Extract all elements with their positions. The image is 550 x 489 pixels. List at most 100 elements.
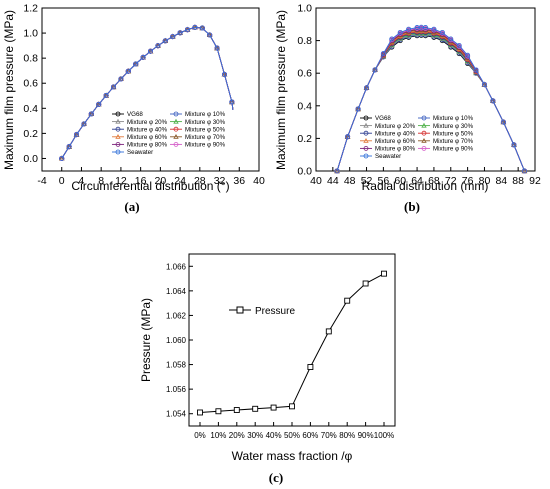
chart-c-xtick-label: 40% bbox=[266, 431, 282, 440]
chart-c-point bbox=[252, 405, 259, 412]
chart-a-caption: (a) bbox=[124, 199, 139, 214]
chart-c-xtick-label: 0% bbox=[194, 431, 206, 440]
chart-c-point bbox=[325, 328, 332, 335]
chart-a-legend-label: Mixture φ 60% bbox=[127, 134, 168, 141]
chart-b-legend-marker bbox=[421, 145, 427, 151]
chart-a-point bbox=[88, 111, 94, 117]
chart-b-legend-label: Mixture φ 30% bbox=[433, 123, 474, 130]
chart-b-xtick-label: 48 bbox=[344, 175, 356, 187]
chart-b-xtick-label: 40 bbox=[310, 175, 322, 187]
chart-b-xtick-label: 76 bbox=[462, 175, 474, 187]
chart-b-point bbox=[355, 106, 361, 112]
chart-a-point bbox=[133, 61, 139, 67]
chart-a-xtick-label: 12 bbox=[115, 175, 127, 187]
chart-b-xtick-label: 64 bbox=[411, 175, 423, 187]
chart-a-legend-marker bbox=[173, 111, 179, 117]
chart-b-point bbox=[490, 98, 496, 104]
chart-a-point bbox=[103, 93, 109, 99]
chart-a-point bbox=[96, 101, 102, 107]
chart-b-legend-marker bbox=[363, 122, 369, 128]
chart-b-point bbox=[521, 168, 527, 174]
chart-b-ytick-label: 0.6 bbox=[297, 68, 312, 80]
chart-c-xtick-label: 10% bbox=[210, 431, 226, 440]
chart-b-legend-marker bbox=[363, 130, 369, 136]
chart-b-point bbox=[344, 133, 351, 139]
chart-a-point bbox=[111, 84, 117, 90]
chart-a-ylabel: Maximum film pressure (MPa) bbox=[2, 10, 16, 170]
chart-b-point bbox=[456, 42, 462, 48]
chart-b-point bbox=[500, 119, 506, 125]
chart-b-series-line bbox=[336, 27, 525, 172]
chart-a-point bbox=[58, 155, 65, 161]
chart-b-ytick-label: 0.2 bbox=[297, 133, 312, 145]
chart-a-legend-marker bbox=[115, 126, 121, 132]
chart-b-legend-marker bbox=[421, 115, 427, 121]
chart-a-xtick-label: 0 bbox=[59, 175, 65, 187]
chart-a-point bbox=[140, 54, 146, 60]
chart-a-legend-marker bbox=[115, 118, 121, 124]
chart-b-legend-label: Mixture φ 90% bbox=[433, 146, 474, 153]
chart-c-xtick-label: 90% bbox=[358, 431, 374, 440]
chart-b-xtick-label: 88 bbox=[512, 175, 524, 187]
chart-a-xlabel: Circumferential distribution (°) bbox=[71, 179, 229, 193]
chart-a-point bbox=[229, 99, 235, 105]
chart-a-point bbox=[132, 61, 139, 67]
chart-a-legend-marker bbox=[173, 118, 179, 124]
chart-b-ytick-label: 0.8 bbox=[297, 35, 312, 47]
chart-b-ytick-label: 1.0 bbox=[297, 3, 312, 15]
chart-a-xtick-label: 28 bbox=[194, 175, 206, 187]
chart-c-xtick-label: 30% bbox=[247, 431, 263, 440]
chart-c-xtick-label: 60% bbox=[302, 431, 318, 440]
chart-c-xtick-label: 70% bbox=[321, 431, 337, 440]
chart-a-ytick-label: 0.8 bbox=[23, 53, 38, 65]
chart-a-legend-label: Mixture φ 20% bbox=[127, 119, 168, 126]
chart-a-point bbox=[155, 43, 161, 49]
chart-a-legend-label: Mixture φ 40% bbox=[127, 126, 168, 133]
chart-c-ytick-label: 1.058 bbox=[166, 361, 187, 370]
chart-a-ytick-label: 0.4 bbox=[23, 103, 38, 115]
chart-a-ytick-label: 1.0 bbox=[23, 28, 38, 40]
chart-a-xtick-label: 4 bbox=[79, 175, 85, 187]
chart-a-legend-label: Mixture φ 90% bbox=[185, 142, 226, 149]
chart-c-ytick-label: 1.054 bbox=[166, 410, 187, 419]
chart-b-xtick-label: 92 bbox=[529, 175, 541, 187]
chart-a-legend-label: Mixture φ 30% bbox=[185, 119, 226, 126]
chart-b-ylabel: Maximum film pressure (MPa) bbox=[274, 10, 288, 170]
chart-a-frame bbox=[41, 7, 260, 172]
chart-a-series-line bbox=[61, 26, 240, 159]
chart-a-ytick-label: 0.2 bbox=[23, 128, 38, 140]
chart-c-xtick-label: 100% bbox=[374, 431, 394, 440]
chart-b-point bbox=[481, 82, 487, 88]
chart-a-point bbox=[192, 24, 198, 30]
chart-c-ytick-label: 1.060 bbox=[166, 336, 187, 345]
chart-a-point bbox=[118, 76, 124, 82]
chart-a-legend-label: Mixture φ 70% bbox=[185, 134, 226, 141]
chart-b-point bbox=[334, 168, 340, 174]
chart-b-legend-marker bbox=[363, 137, 369, 143]
chart-b-point bbox=[500, 119, 507, 125]
chart-b-point bbox=[372, 67, 378, 73]
chart-a-point bbox=[118, 76, 124, 82]
chart-c-legend: Pressure bbox=[229, 306, 295, 317]
chart-b-legend-label: Mixture φ 50% bbox=[433, 130, 474, 137]
chart-b-series-line bbox=[336, 26, 525, 172]
chart-b-xlabel: Radial distribution (mm) bbox=[362, 179, 489, 193]
chart-c-frame bbox=[188, 253, 396, 427]
chart-c-xlabel: Water mass fraction /φ bbox=[232, 449, 353, 463]
chart-b-point bbox=[397, 29, 403, 35]
chart-b-point bbox=[521, 168, 528, 174]
chart-a-legend-marker bbox=[115, 141, 121, 147]
chart-b-point bbox=[364, 85, 370, 91]
chart-b-point bbox=[380, 51, 386, 57]
chart-b-legend-label: Mixture φ 80% bbox=[375, 146, 416, 153]
chart-b: 0.0 0.2 0.4 0.6 0.8 1.0 40 44 48 52 56 60 64 68 72 76 8… bbox=[274, 3, 541, 215]
chart-a-legend-label: Mixture φ 10% bbox=[185, 111, 226, 118]
chart-a-legend-marker bbox=[173, 141, 179, 147]
chart-c-point bbox=[307, 364, 314, 370]
chart-a-point bbox=[59, 155, 65, 161]
chart-c: 1.054 1.056 1.058 1.060 1.062 1.064 1.066 0% 10… bbox=[139, 253, 396, 485]
chart-a-xtick-label: 32 bbox=[214, 175, 226, 187]
chart-b-frame bbox=[315, 7, 536, 172]
chart-a-legend-marker bbox=[173, 126, 179, 132]
